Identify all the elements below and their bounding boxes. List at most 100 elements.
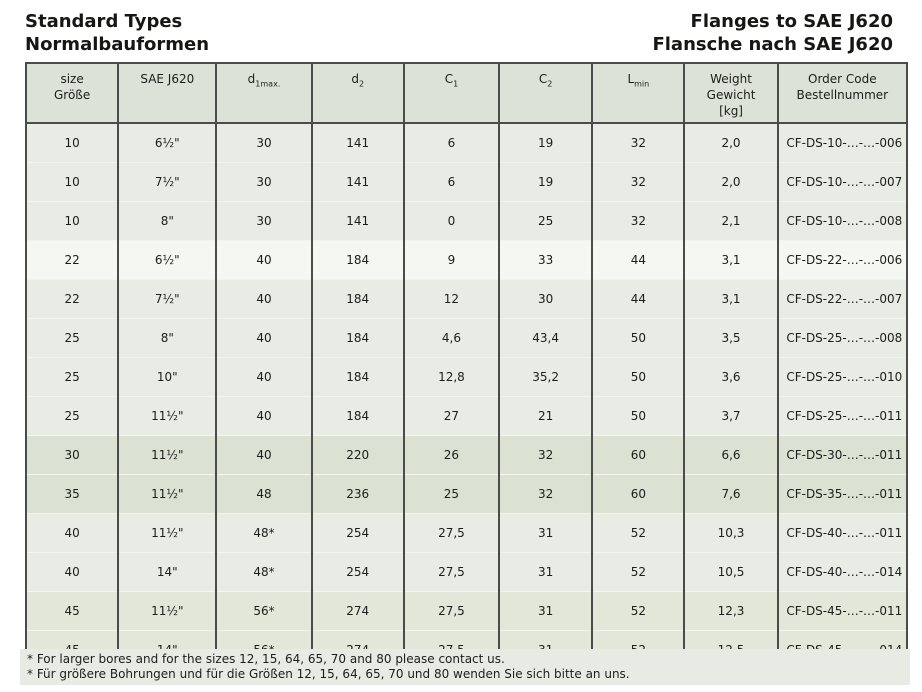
cell-c2: 43,4 bbox=[498, 318, 593, 358]
cell-lmin: 32 bbox=[591, 162, 685, 202]
cell-sae: 11½" bbox=[117, 474, 217, 514]
cell-size: 25 bbox=[26, 396, 119, 436]
cell-d2: 141 bbox=[310, 162, 404, 202]
cell-c1: 27 bbox=[402, 396, 500, 436]
cell-c2: 31 bbox=[498, 591, 593, 631]
footnote-de: * Für größere Bohrungen und für die Größ… bbox=[27, 667, 630, 681]
cell-c2: 21 bbox=[498, 396, 593, 436]
cell-c2: 32 bbox=[498, 474, 593, 514]
cell-lmin: 44 bbox=[591, 279, 685, 319]
title-de: Normalbauformen bbox=[25, 34, 210, 55]
cell-size: 10 bbox=[26, 201, 119, 241]
cell-weight: 2,1 bbox=[683, 201, 778, 241]
cell-size: 10 bbox=[64, 136, 80, 150]
table-row: 22 7½" 40 184 12 30 44 3,1 CF-DS-22-…-…-007 bbox=[26, 279, 907, 319]
table-row: 22 6½" 40 184 9 33 44 3,1 CF-DS-22-…-…-006 bbox=[26, 240, 907, 280]
cell-order-code: CF-DS-25-…-…-008 bbox=[776, 318, 907, 358]
cell-lmin: 60 bbox=[591, 474, 685, 514]
table-header-row: size Größe SAE J620 d1max. d2 C1 C2 Lmin Weight G… bbox=[26, 63, 907, 124]
cell-c2: 31 bbox=[498, 552, 593, 592]
cell-c1: 27,5 bbox=[402, 591, 500, 631]
cell-weight: 7,6 bbox=[683, 474, 778, 514]
table-row: 45 11½" 56* 274 27,5 31 52 12,3 CF-DS-45-…-…-011 bbox=[26, 591, 907, 631]
cell-size: 35 bbox=[26, 474, 119, 514]
cell-c1: 9 bbox=[402, 240, 500, 280]
cell-weight: 2,0 bbox=[683, 123, 778, 163]
title-en: Standard Types bbox=[25, 11, 183, 32]
cell-weight: 3,6 bbox=[683, 357, 778, 397]
cell-sae: 7½" bbox=[117, 162, 217, 202]
cell-order-code: CF-DS-22-…-…-006 bbox=[776, 240, 907, 280]
cell-c2: 35,2 bbox=[498, 357, 593, 397]
table-row: 10 6½" 30 141 6 19 32 2,0 CF-DS-10-…-…-006 bbox=[26, 123, 907, 163]
cell-order-code: CF-DS-10-…-…-007 bbox=[776, 162, 907, 202]
col-header-d1max: d1max. bbox=[215, 63, 312, 124]
cell-d2: 254 bbox=[310, 552, 404, 592]
cell-d1max: 48* bbox=[215, 513, 312, 553]
cell-d1max: 30 bbox=[215, 162, 312, 202]
cell-d2: 220 bbox=[310, 435, 404, 475]
table-row: 10 8" 30 141 0 25 32 2,1 CF-DS-10-…-…-008 bbox=[26, 201, 907, 241]
cell-order-code: CF-DS-40-…-…-014 bbox=[776, 552, 907, 592]
cell-d1max: 48* bbox=[215, 552, 312, 592]
cell-c1: 6 bbox=[402, 123, 500, 163]
cell-order-code: CF-DS-45-…-…-011 bbox=[776, 591, 907, 631]
cell-order-code: CF-DS-10-…-…-006 bbox=[776, 123, 907, 163]
cell-sae: 11½" bbox=[117, 591, 217, 631]
cell-d2: 141 bbox=[310, 123, 404, 163]
cell-d2: 236 bbox=[310, 474, 404, 514]
cell-sae: 14" bbox=[117, 552, 217, 592]
cell-size: 40 bbox=[26, 513, 119, 553]
cell-d1max: 48 bbox=[215, 474, 312, 514]
cell-c2: 31 bbox=[498, 513, 593, 553]
page-header: Standard Types Normalbauformen Flanges t… bbox=[25, 10, 893, 56]
footnote-en: * For larger bores and for the sizes 12,… bbox=[27, 652, 505, 666]
cell-order-code: CF-DS-10-…-…-008 bbox=[776, 201, 907, 241]
cell-order-code: CF-DS-35-…-…-011 bbox=[776, 474, 907, 514]
col-header-d2: d2 bbox=[310, 63, 404, 124]
cell-c1: 25 bbox=[402, 474, 500, 514]
cell-sae: 8" bbox=[117, 318, 217, 358]
cell-weight: 2,0 bbox=[683, 162, 778, 202]
cell-weight: 3,7 bbox=[683, 396, 778, 436]
cell-c2: 19 bbox=[498, 162, 593, 202]
cell-order-code: CF-DS-25-…-…-010 bbox=[776, 357, 907, 397]
col-header-weight: Weight Gewicht [kg] bbox=[683, 63, 778, 124]
table-row: 25 8" 40 184 4,6 43,4 50 3,5 CF-DS-25-…-…-008 bbox=[26, 318, 907, 358]
cell-sae: 11½" bbox=[117, 396, 217, 436]
cell-c1: 26 bbox=[402, 435, 500, 475]
cell-order-code: CF-DS-40-…-…-011 bbox=[776, 513, 907, 553]
col-header-c1: C1 bbox=[402, 63, 500, 124]
cell-c1: 0 bbox=[402, 201, 500, 241]
cell-d1max: 56* bbox=[215, 591, 312, 631]
page-title-right: Flanges to SAE J620 Flansche nach SAE J6… bbox=[652, 10, 893, 56]
col-header-sae: SAE J620 bbox=[117, 63, 217, 124]
cell-c2: 19 bbox=[498, 123, 593, 163]
table-row: 40 11½" 48* 254 27,5 31 52 10,3 CF-DS-40-…-…-011 bbox=[26, 513, 907, 553]
cell-c1: 27,5 bbox=[402, 513, 500, 553]
cell-size: 40 bbox=[26, 552, 119, 592]
cell-lmin: 52 bbox=[591, 513, 685, 553]
cell-sae: 11½" bbox=[117, 513, 217, 553]
cell-d2: 141 bbox=[310, 201, 404, 241]
table-row: 40 14" 48* 254 27,5 31 52 10,5 CF-DS-40-…-…-014 bbox=[26, 552, 907, 592]
cell-d1max: 40 bbox=[215, 396, 312, 436]
cell-c1: 12 bbox=[402, 279, 500, 319]
cell-c1: 12,8 bbox=[402, 357, 500, 397]
cell-size: 45 bbox=[26, 591, 119, 631]
cell-size: 22 bbox=[26, 240, 119, 280]
cell-sae: 8" bbox=[117, 201, 217, 241]
cell-order-code: CF-DS-22-…-…-007 bbox=[776, 279, 907, 319]
cell-size: 22 bbox=[26, 279, 119, 319]
cell-d1max: 40 bbox=[215, 357, 312, 397]
cell-weight: 3,5 bbox=[683, 318, 778, 358]
cell-sae: 11½" bbox=[117, 435, 217, 475]
subtitle-en: Flanges to SAE J620 bbox=[690, 11, 893, 32]
cell-lmin: 50 bbox=[591, 357, 685, 397]
cell-d1max: 40 bbox=[215, 279, 312, 319]
cell-lmin: 32 bbox=[591, 201, 685, 241]
cell-weight: 12,3 bbox=[683, 591, 778, 631]
cell-c1: 6 bbox=[402, 162, 500, 202]
footnotes-block: * For larger bores and for the sizes 12,… bbox=[20, 649, 910, 685]
